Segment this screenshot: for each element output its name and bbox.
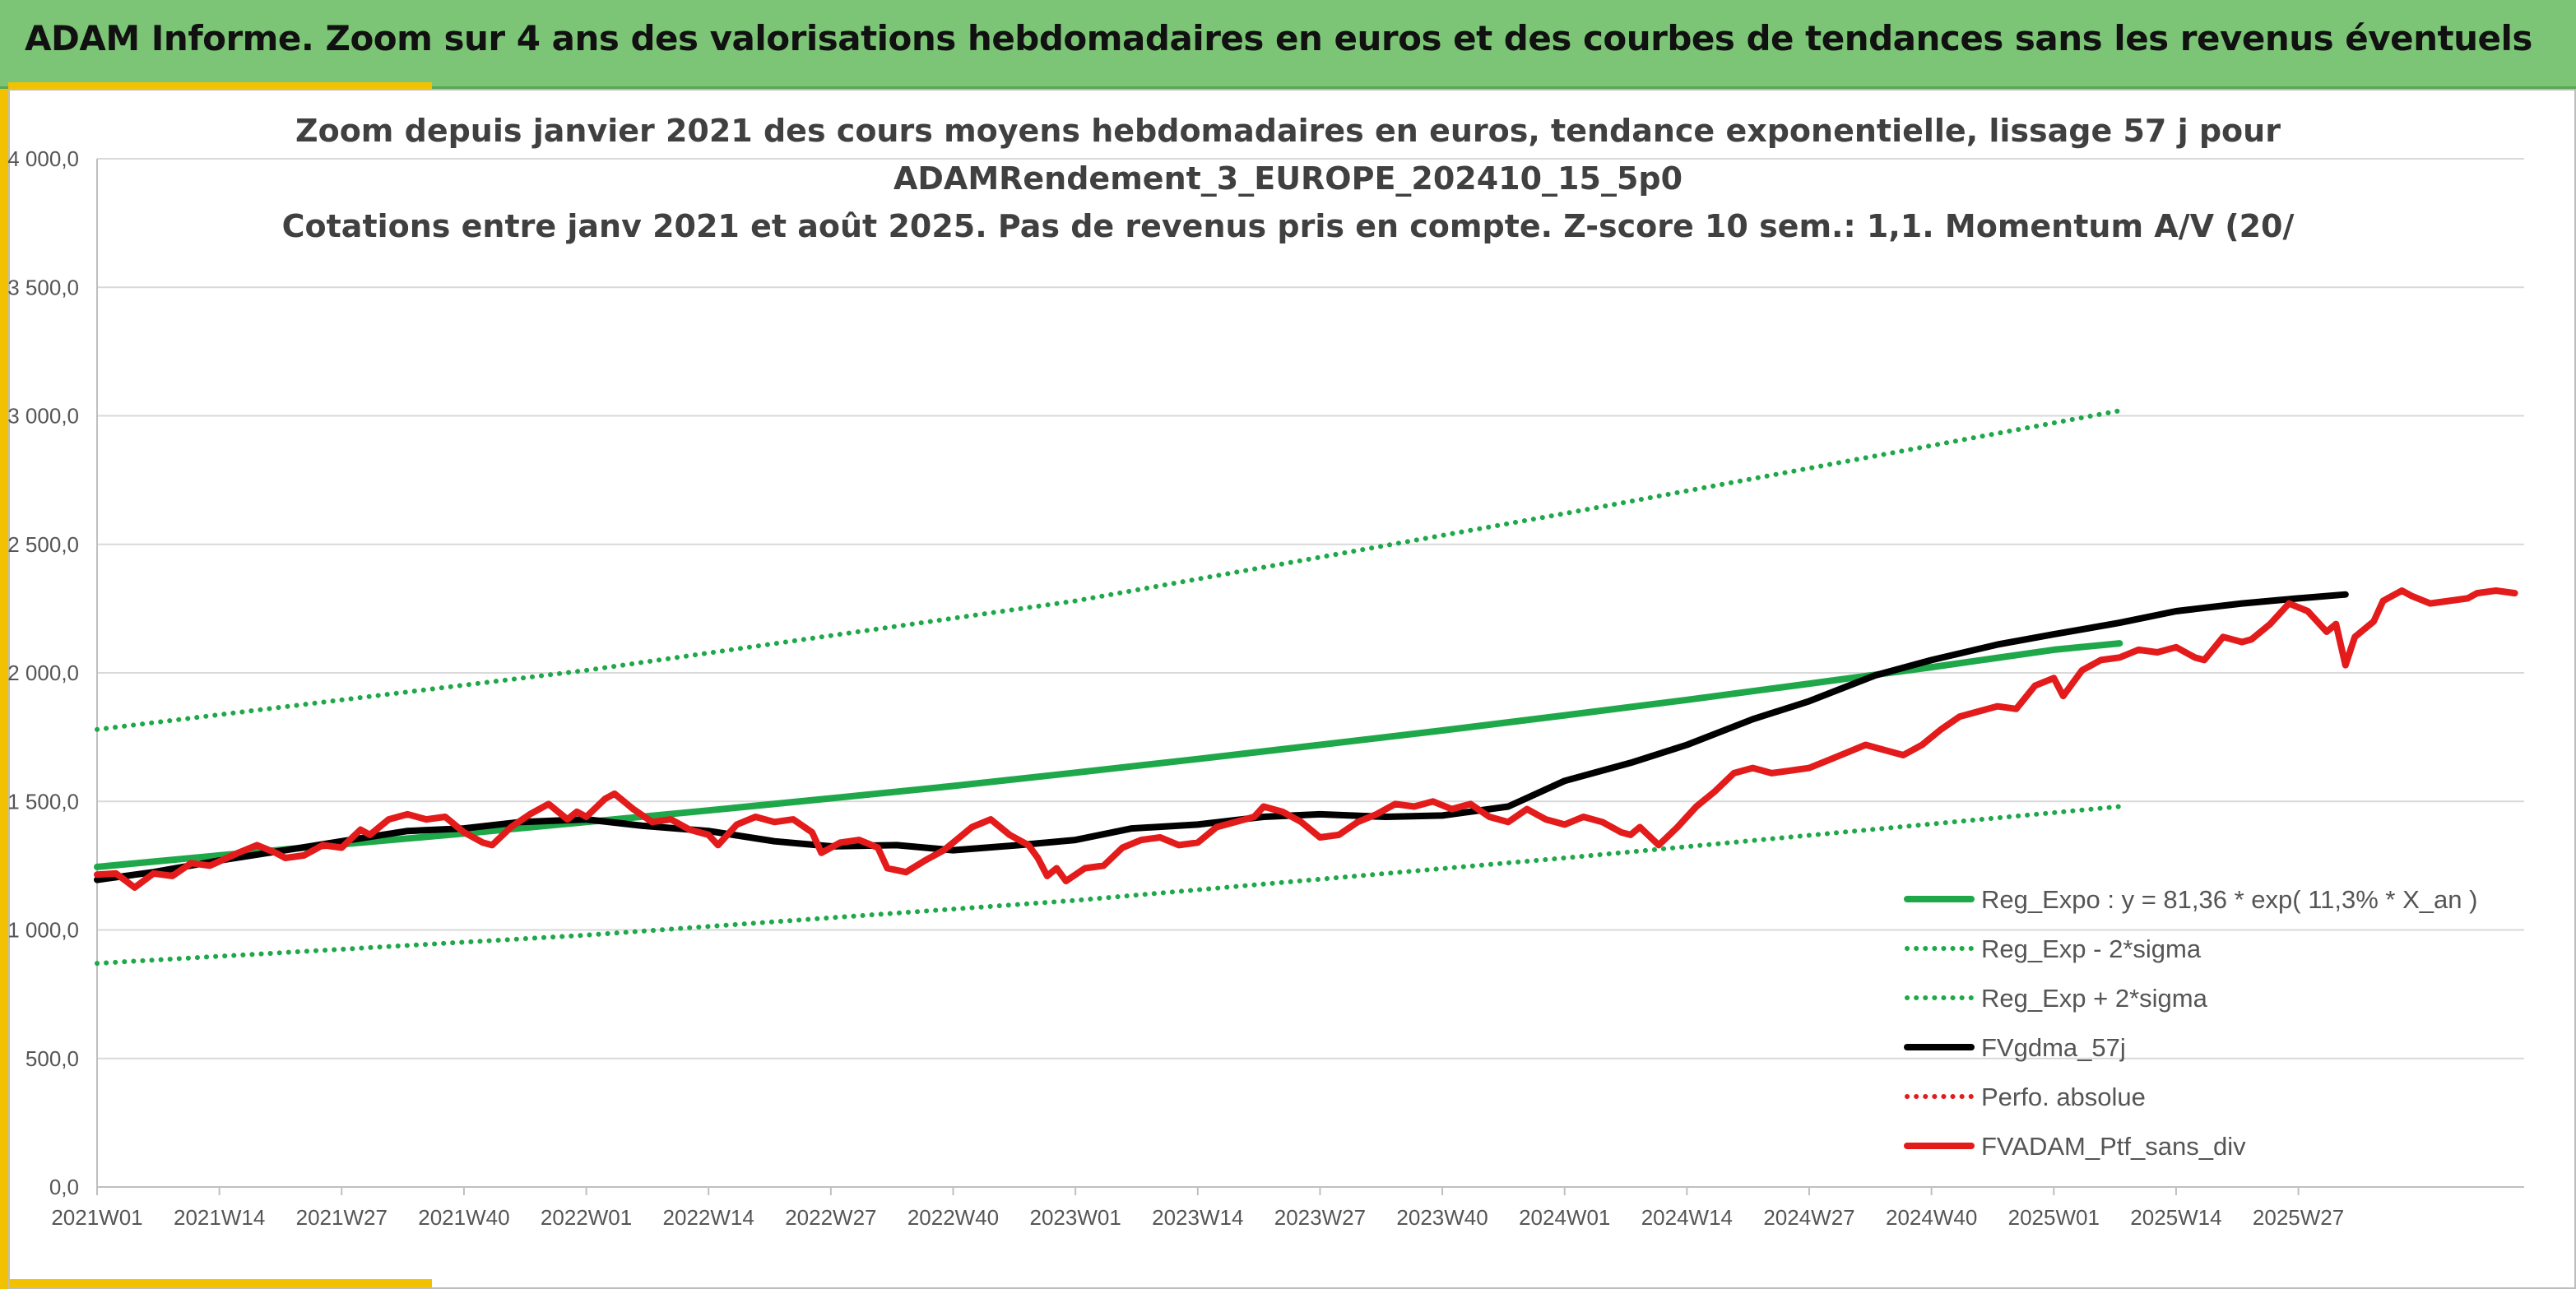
x-tick-label: 2024W14 [1641,1205,1733,1230]
series-line-5 [94,587,2518,891]
header-banner: ADAM Informe. Zoom sur 4 ans des valoris… [0,0,2576,89]
x-tick-label: 2021W27 [296,1205,388,1230]
y-tick-label: 1 500,0 [7,789,79,814]
x-tick-label: 2022W14 [663,1205,754,1230]
y-tick-label: 4 000,0 [7,146,79,171]
x-tick-label: 2023W14 [1152,1205,1243,1230]
x-tick-label: 2025W14 [2130,1205,2221,1230]
legend-label-3: FVgdma_57j [1981,1033,2126,1062]
y-tick-label: 2 500,0 [7,532,79,557]
x-tick-label: 2023W01 [1029,1205,1121,1230]
x-tick-label: 2024W40 [1886,1205,1977,1230]
x-tick-label: 2021W14 [174,1205,265,1230]
y-tick-label: 2 000,0 [7,661,79,685]
x-tick-label: 2023W40 [1396,1205,1488,1230]
legend-label-1: Reg_Exp - 2*sigma [1981,934,2202,963]
y-tick-label: 0,0 [49,1175,79,1199]
series-line-2 [95,408,2123,732]
x-tick-label: 2024W27 [1763,1205,1854,1230]
x-tick-label: 2021W40 [418,1205,509,1230]
x-tick-label: 2025W01 [2008,1205,2100,1230]
y-tick-label: 500,0 [26,1046,79,1071]
y-tick-label: 1 000,0 [7,918,79,943]
accent-bar-left [0,89,8,1289]
legend-label-0: Reg_Expo : y = 81,36 * exp( 11,3% * X_an… [1981,885,2477,914]
x-tick-label: 2022W40 [907,1205,999,1230]
x-tick-label: 2025W27 [2253,1205,2344,1230]
chart-frame [8,89,2576,1289]
series-line-0 [94,640,2123,870]
x-tick-label: 2023W27 [1274,1205,1366,1230]
x-tick-label: 2024W01 [1519,1205,1610,1230]
y-tick-label: 3 000,0 [7,404,79,429]
series-line-1 [95,804,2123,967]
x-tick-label: 2021W01 [51,1205,142,1230]
chart-title-line-2: ADAMRendement_3_EUROPE_202410_15_5p0 [893,160,1683,197]
x-tick-label: 2022W01 [541,1205,632,1230]
y-tick-label: 3 500,0 [7,275,79,299]
chart-title-line-1: Zoom depuis janvier 2021 des cours moyen… [295,113,2281,149]
legend-label-2: Reg_Exp + 2*sigma [1981,984,2208,1013]
accent-bar-top [8,82,432,89]
page-title: ADAM Informe. Zoom sur 4 ans des valoris… [25,18,2532,58]
accent-bar-bottom [8,1279,432,1289]
legend-label-4: Perfo. absolue [1981,1083,2146,1111]
legend-label-5: FVADAM_Ptf_sans_div [1981,1132,2246,1161]
chart-title-line-3: Cotations entre janv 2021 et août 2025. … [281,208,2295,244]
x-tick-label: 2022W27 [785,1205,876,1230]
